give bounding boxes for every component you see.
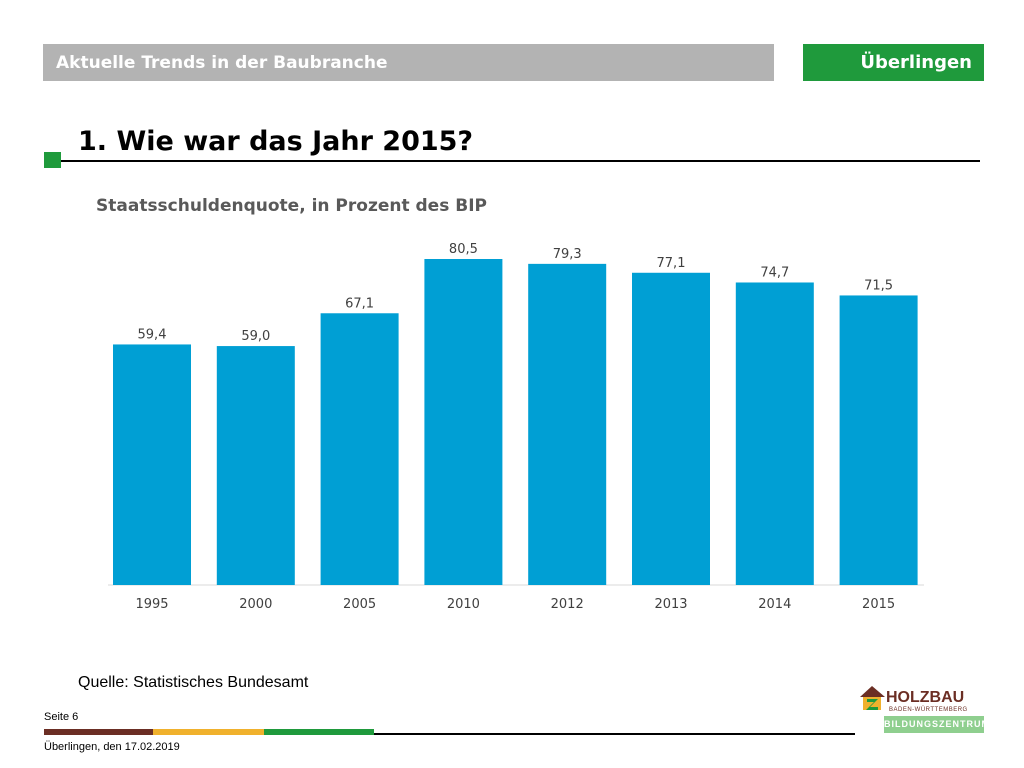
footer-line	[44, 733, 855, 735]
bars-group: 59,4 1995 59,0 2000 67,1 2005 80,5 2010 79,3 2012…	[113, 242, 918, 612]
bar-2000	[216, 346, 295, 585]
source-note: Quelle: Statistisches Bundesamt	[78, 674, 309, 691]
x-tick-label-1995: 1995	[135, 597, 168, 612]
value-label-2005: 67,1	[345, 296, 374, 311]
holzbau-house-icon	[860, 686, 885, 710]
location-label: Überlingen	[860, 52, 972, 73]
holzbau-logo: HOLZBAU BADEN-WÜRTTEMBERG BILDUNGSZENTRU…	[858, 683, 990, 738]
footer-stripe-green	[264, 729, 374, 735]
logo-band-text: BILDUNGSZENTRUM	[884, 719, 990, 729]
bar-2010	[424, 259, 503, 585]
value-label-1995: 59,4	[138, 327, 167, 342]
bar-2013	[632, 272, 710, 585]
footer-stripe-yellow	[153, 729, 264, 735]
bar-2014	[735, 282, 814, 585]
bar-2015	[839, 295, 918, 585]
logo-band: BILDUNGSZENTRUM	[884, 716, 990, 733]
value-label-2000: 59,0	[241, 329, 270, 344]
value-label-2012: 79,3	[553, 247, 582, 262]
value-label-2014: 74,7	[760, 265, 789, 280]
x-tick-label-2010: 2010	[447, 597, 480, 612]
location-badge: Überlingen	[803, 44, 984, 81]
value-label-2013: 77,1	[657, 256, 686, 271]
title-underline	[44, 160, 980, 162]
footer-date: Überlingen, den 17.02.2019	[44, 741, 180, 753]
value-label-2010: 80,5	[449, 242, 478, 257]
x-tick-label-2012: 2012	[551, 597, 584, 612]
x-tick-label-2015: 2015	[862, 597, 895, 612]
chart-title: Staatsschuldenquote, in Prozent des BIP	[96, 196, 487, 216]
header-title: Aktuelle Trends in der Baubranche	[56, 53, 388, 73]
x-tick-label-2005: 2005	[343, 597, 376, 612]
bar-chart: Staatsschuldenquote, in Prozent des BIP …	[96, 196, 924, 612]
footer-stripe-brown	[44, 729, 153, 735]
bar-2005	[320, 313, 399, 585]
x-tick-label-2014: 2014	[758, 597, 791, 612]
title-accent-square	[44, 152, 61, 168]
header-bar	[43, 44, 774, 81]
bar-1995	[113, 344, 191, 585]
page-number: Seite 6	[44, 711, 79, 723]
x-tick-label-2013: 2013	[654, 597, 687, 612]
logo-region: BADEN-WÜRTTEMBERG	[889, 707, 968, 713]
x-tick-label-2000: 2000	[239, 597, 272, 612]
value-label-2015: 71,5	[864, 278, 893, 293]
page-title: 1. Wie war das Jahr 2015?	[78, 126, 474, 157]
bar-2012	[528, 263, 607, 585]
logo-name: HOLZBAU	[886, 689, 965, 706]
